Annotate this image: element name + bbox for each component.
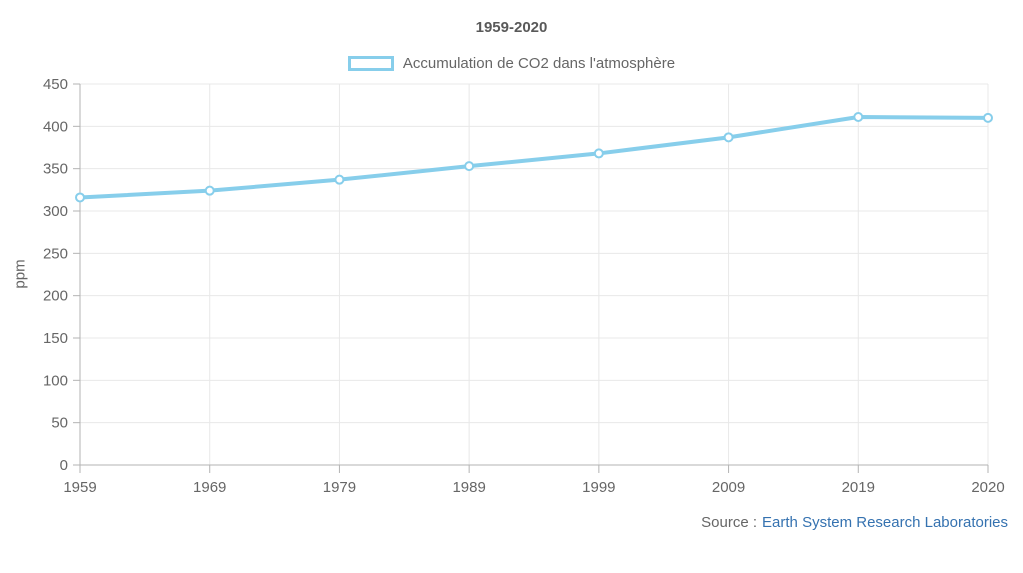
- data-point-1989[interactable]: [464, 161, 475, 172]
- data-point-2019[interactable]: [853, 112, 864, 123]
- x-tick-label: 1999: [582, 479, 615, 496]
- y-tick-label: 150: [43, 330, 68, 347]
- y-tick-label: 450: [43, 76, 68, 93]
- y-tick-label: 350: [43, 161, 68, 178]
- y-tick-label: 250: [43, 245, 68, 262]
- x-tick-label: 2009: [712, 479, 745, 496]
- y-tick-label: 0: [60, 457, 68, 474]
- data-point-1959[interactable]: [75, 192, 85, 203]
- y-tick-label: 400: [43, 118, 68, 135]
- legend-item[interactable]: Accumulation de CO2 dans l'atmosphère: [0, 55, 1023, 72]
- legend-swatch-icon: [347, 56, 394, 71]
- y-axis-title: ppm: [11, 259, 29, 289]
- x-tick-label: 2020: [971, 479, 1004, 496]
- x-tick-label: 1979: [323, 479, 356, 496]
- chart-line: [78, 115, 990, 200]
- x-tick-label: 1959: [63, 479, 96, 496]
- source-line: Source : Earth System Research Laborator…: [701, 514, 1008, 531]
- chart-title: 1959-2020: [475, 19, 548, 36]
- data-point-1999[interactable]: [593, 148, 604, 159]
- legend-label: Accumulation de CO2 dans l'atmosphère: [402, 55, 676, 72]
- x-tick-label: 1989: [452, 479, 485, 496]
- source-link[interactable]: Earth System Research Laboratories: [762, 514, 1008, 531]
- data-point-1979[interactable]: [334, 174, 345, 185]
- data-point-1969[interactable]: [204, 185, 215, 196]
- x-tick-label: 1969: [193, 479, 226, 496]
- x-tick-label: 2019: [842, 479, 875, 496]
- y-tick-label: 300: [43, 203, 68, 220]
- y-tick-label: 100: [43, 372, 68, 389]
- y-tick-label: 200: [43, 288, 68, 305]
- data-point-2009[interactable]: [723, 132, 734, 143]
- source-prefix: Source :: [701, 514, 758, 531]
- y-tick-label: 50: [51, 415, 68, 432]
- data-point-2020[interactable]: [983, 112, 993, 123]
